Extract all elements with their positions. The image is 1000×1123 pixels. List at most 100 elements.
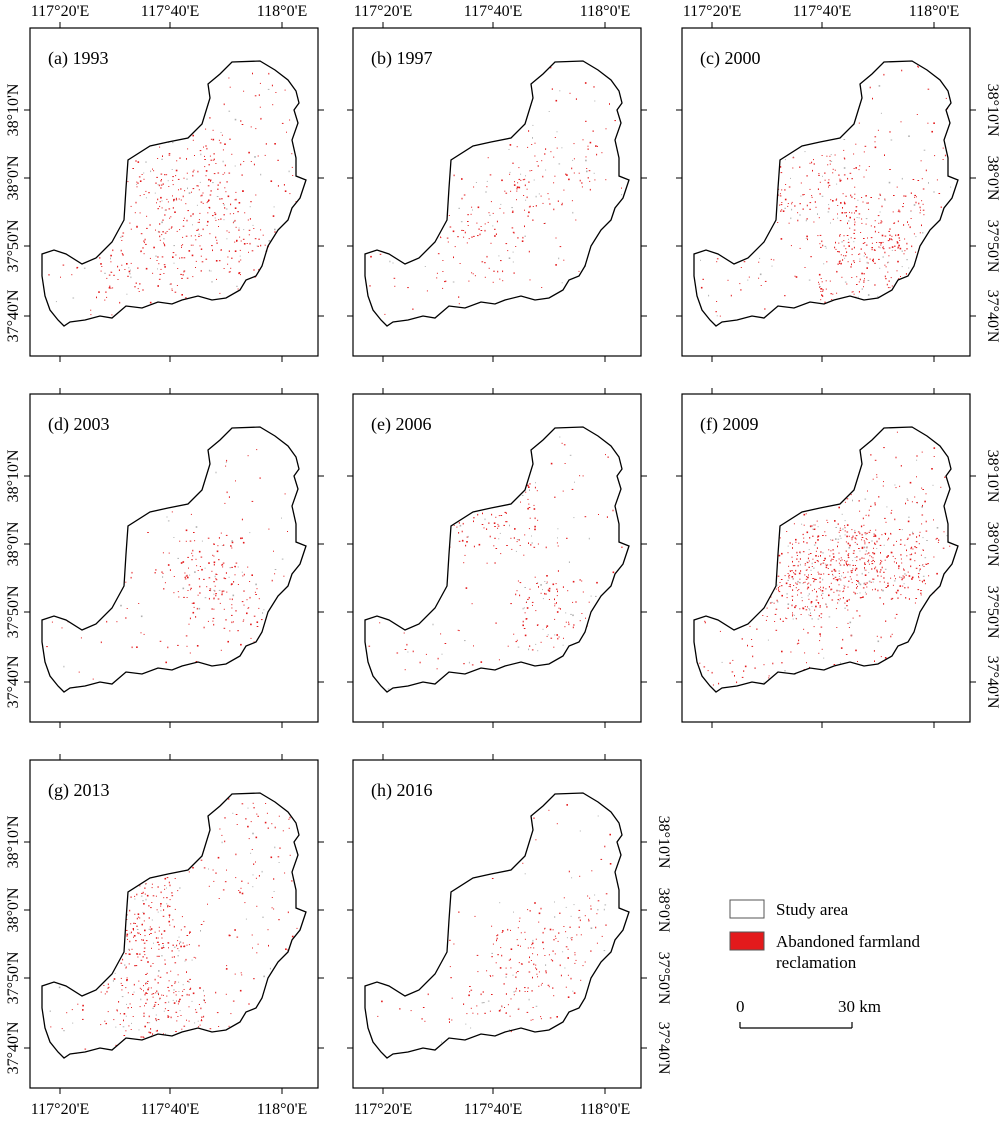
reclamation-pixel [466,242,468,244]
reclamation-pixel [136,186,138,188]
reclamation-pixel [861,533,863,536]
reclamation-pixel [500,553,502,555]
reclamation-pixel [270,180,273,182]
reclamation-pixel [288,170,290,173]
reclamation-pixel [510,603,512,605]
reclamation-pixel [510,1030,512,1033]
reclamation-pixel [197,570,199,571]
reclamation-pixel [207,212,209,214]
reclamation-pixel [795,538,797,541]
reclamation-pixel [821,240,823,243]
reclamation-pixel [890,139,893,141]
reclamation-pixel [854,592,856,594]
reclamation-pixel [790,651,792,653]
reclamation-pixel [534,525,536,528]
reclamation-pixel [878,198,880,200]
lon-tick-label: 117°20'E [354,1101,412,1118]
reclamation-pixel [832,549,834,551]
reclamation-pixel [229,138,231,140]
reclamation-pixel [927,563,929,565]
reclamation-pixel [217,545,219,547]
lon-tick-label: 117°40'E [793,3,851,20]
reclamation-pixel [561,442,563,444]
reclamation-pixel [850,494,852,496]
reclamation-pixel [838,506,840,509]
reclamation-pixel [132,993,134,995]
reclamation-pixel [215,594,217,597]
reclamation-pixel [226,965,228,967]
reclamation-pixel [272,215,275,217]
reclamation-pixel [865,195,867,197]
reclamation-pixel [201,540,203,542]
reclamation-pixel [788,574,791,576]
reclamation-pixel [247,807,249,809]
reclamation-pixel [880,222,882,224]
reclamation-pixel [839,262,840,264]
reclamation-pixel [223,214,225,216]
reclamation-pixel [277,856,280,858]
reclamation-pixel [144,887,146,889]
reclamation-pixel [828,204,830,206]
reclamation-pixel [155,182,157,184]
reclamation-pixel [558,607,560,609]
reclamation-pixel [525,175,526,177]
reclamation-pixel [512,261,514,263]
reclamation-pixel [500,260,502,262]
reclamation-pixel [534,486,536,489]
reclamation-pixel [278,815,280,817]
reclamation-pixel [240,259,242,261]
reclamation-pixel [252,886,254,888]
reclamation-pixel [924,583,926,585]
reclamation-pixel [237,566,239,568]
reclamation-pixel [136,893,138,896]
reclamation-pixel [181,916,183,918]
reclamation-pixel [752,655,754,658]
reclamation-pixel [507,645,509,647]
reclamation-pixel [813,626,815,628]
reclamation-pixel [458,296,460,298]
reclamation-pixel [922,550,924,551]
reclamation-pixel [163,909,165,911]
reclamation-pixel [911,576,914,579]
reclamation-pixel [137,288,139,290]
reclamation-pixel [149,926,151,928]
reclamation-pixel [902,585,904,587]
reclamation-pixel [511,207,513,209]
reclamation-pixel [259,82,261,84]
reclamation-pixel [585,617,586,619]
reclamation-pixel [216,196,219,197]
reclamation-pixel [142,911,144,913]
reclamation-pixel [881,234,884,237]
reclamation-pixel [904,238,906,240]
reclamation-pixel [919,212,921,214]
reclamation-pixel [891,235,893,237]
reclamation-pixel [509,171,511,173]
reclamation-pixel [835,560,837,562]
reclamation-pixel [921,224,922,227]
reclamation-pixel [928,182,929,184]
reclamation-pixel [860,232,862,233]
reclamation-pixel [134,898,136,900]
reclamation-pixel [548,954,550,956]
reclamation-pixel [879,544,882,546]
reclamation-pixel [144,1005,145,1007]
reclamation-pixel [231,547,233,549]
reclamation-pixel [255,583,257,586]
reclamation-pixel [513,272,515,274]
reclamation-pixel [271,897,273,898]
reclamation-pixel [182,195,184,198]
reclamation-pixel [131,948,133,950]
reclamation-pixel [158,944,160,946]
reclamation-pixel [138,980,140,982]
reclamation-pixel [441,653,443,655]
reclamation-pixel [839,220,842,222]
reclamation-pixel [582,591,584,593]
reclamation-pixel [199,212,201,214]
reclamation-pixel [548,198,550,200]
reclamation-pixel [463,1003,465,1005]
reclamation-pixel [204,166,206,168]
reclamation-pixel [895,613,898,615]
reclamation-pixel [740,289,742,291]
reclamation-pixel [893,544,895,546]
reclamation-pixel [213,543,215,545]
